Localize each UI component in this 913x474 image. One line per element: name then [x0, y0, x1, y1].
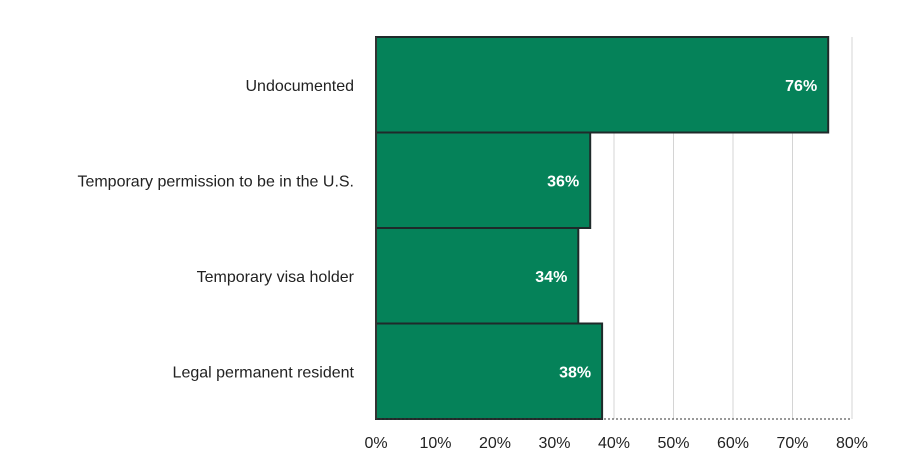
- x-tick-label: 20%: [479, 435, 511, 452]
- x-tick-label: 70%: [776, 435, 808, 452]
- data-label: 34%: [535, 269, 567, 286]
- data-label: 36%: [547, 173, 579, 190]
- bar-legal-permanent-resident: [375, 322, 604, 420]
- x-tick-label: 50%: [657, 435, 689, 452]
- category-label: Temporary visa holder: [197, 269, 355, 286]
- x-tick-label: 80%: [836, 435, 868, 452]
- data-label: 38%: [559, 364, 591, 381]
- x-tick-label: 30%: [538, 435, 570, 452]
- x-tick-label: 10%: [419, 435, 451, 452]
- labels: 76% Undocumented 36% Temporary permission t…: [77, 78, 868, 452]
- x-tick-label: 0%: [364, 435, 387, 452]
- data-label: 76%: [785, 78, 817, 95]
- bar-undocumented: [375, 36, 830, 134]
- x-tick-label: 40%: [598, 435, 630, 452]
- x-tick-label: 60%: [717, 435, 749, 452]
- category-label: Undocumented: [245, 78, 354, 95]
- axes: [375, 37, 852, 420]
- category-label: Legal permanent resident: [173, 364, 355, 381]
- bar-temporary-visa-holder: [375, 227, 580, 325]
- category-label: Temporary permission to be in the U.S.: [77, 173, 354, 190]
- bars: [375, 36, 830, 420]
